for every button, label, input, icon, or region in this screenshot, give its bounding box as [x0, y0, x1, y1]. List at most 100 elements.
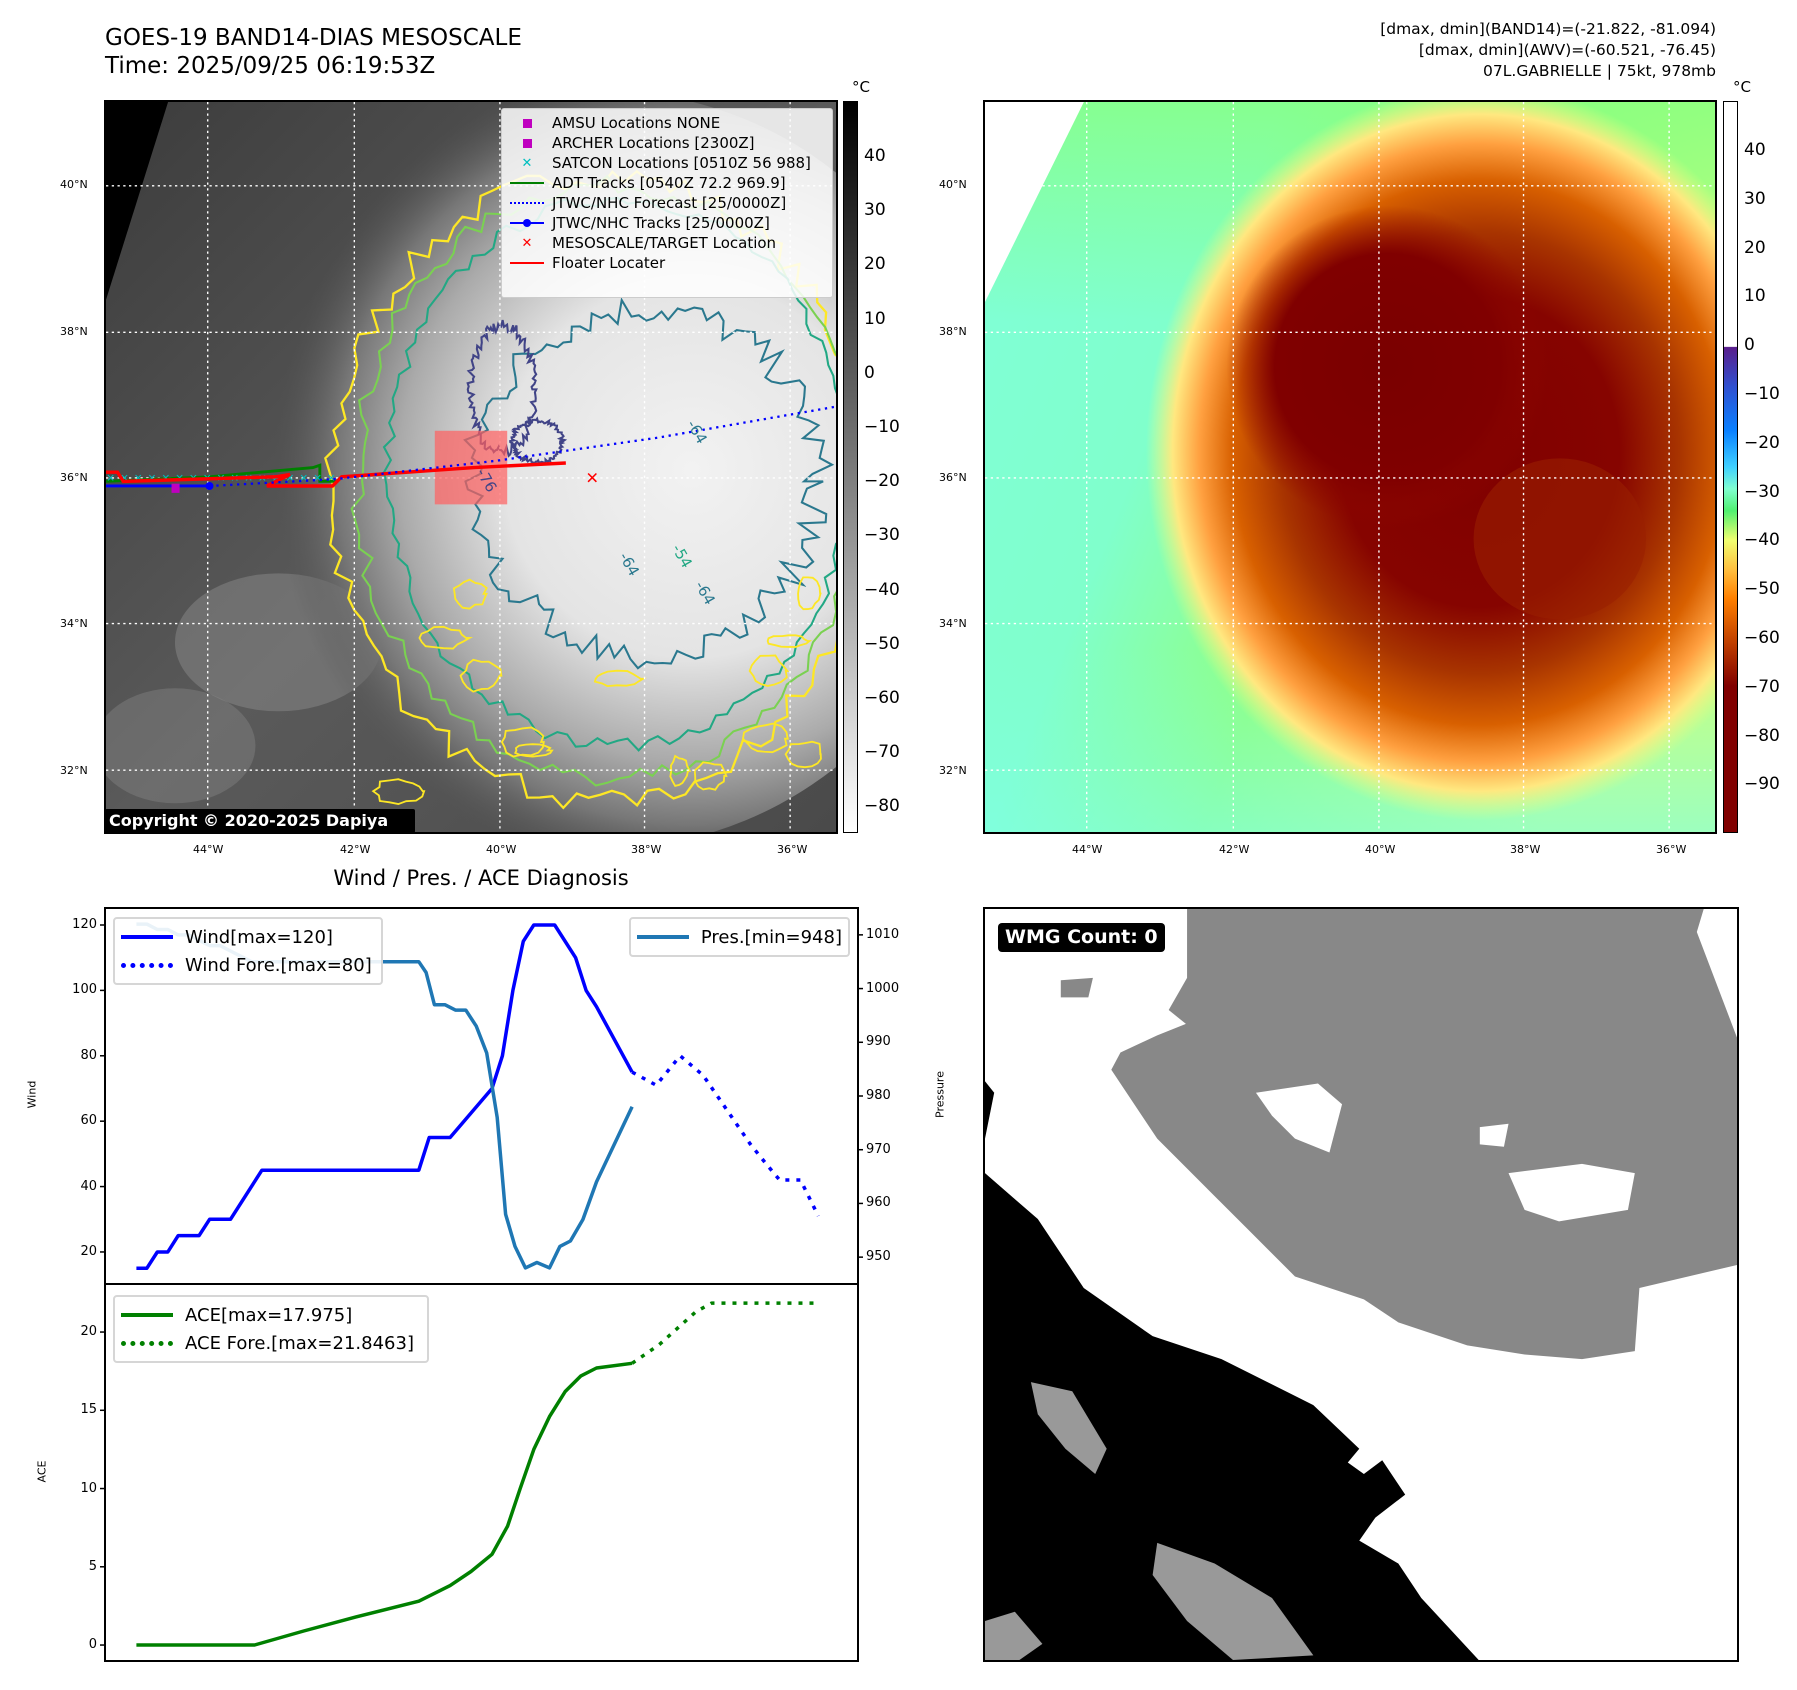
solid-line-icon	[502, 261, 552, 265]
temperature-contour	[418, 625, 473, 650]
colorbar-tick-label: −10	[864, 417, 900, 437]
wmg-black-region	[985, 1173, 1479, 1660]
left-colorbar	[843, 101, 858, 833]
satcon-marker: ✕	[313, 472, 322, 484]
colorbar-tick-label: −60	[864, 688, 900, 708]
y2-tick-label: 1010	[866, 926, 900, 942]
legend-item: ACE[max=17.975]	[121, 1301, 421, 1329]
storm-info: 07L.GABRIELLE | 75kt, 978mb	[1483, 62, 1716, 80]
satcon-marker: ✕	[286, 472, 295, 484]
legend-item: ADT Tracks [0540Z 72.2 969.9]	[502, 173, 832, 193]
wmg-gray-patch	[1152, 1542, 1314, 1660]
y-tick-label: 80	[80, 1047, 97, 1063]
colorbar-tick-label: −20	[864, 471, 900, 492]
y-tick-label: 120	[72, 917, 97, 932]
temperature-contour	[593, 669, 647, 688]
colorbar-tick-label: 30	[1744, 188, 1766, 209]
latitude-label: 34°N	[939, 617, 967, 630]
colorbar-tick-label: 0	[864, 362, 875, 383]
x-marker-icon: ✕	[521, 235, 533, 251]
colorbar-tick-label: 40	[1744, 140, 1766, 160]
y2-tick-label: 970	[866, 1141, 891, 1157]
wmg-gray-patch	[985, 1611, 1043, 1660]
satcon-marker: ✕	[299, 472, 308, 484]
temperature-contour	[784, 740, 822, 769]
y2-tick-label: 950	[866, 1249, 891, 1265]
colorbar-tick-label: −50	[1744, 579, 1780, 600]
mesoscale-target-marker: ✕	[586, 469, 599, 488]
colorbar-tick-label: −50	[864, 633, 900, 654]
satcon-marker: ✕	[148, 472, 157, 484]
solid-line-icon	[121, 935, 173, 939]
enhanced-ir-map	[983, 100, 1717, 834]
longitude-label: 36°W	[777, 843, 808, 856]
temperature-contour	[669, 754, 692, 787]
legend-label: Pres.[min=948]	[700, 926, 842, 948]
square-marker-icon	[502, 138, 552, 148]
wmg-panel	[983, 907, 1739, 1662]
wmg-gray-patch	[1060, 977, 1093, 998]
band14-range: [dmax, dmin](BAND14)=(-21.822, -81.094)	[1380, 20, 1716, 38]
legend-label: SATCON Locations [0510Z 56 988]	[552, 154, 811, 172]
legend-item: ARCHER Locations [2300Z]	[502, 133, 832, 153]
left-colorbar-unit: °C	[852, 78, 870, 96]
legend-label: ACE Fore.[max=21.8463]	[185, 1332, 414, 1354]
latitude-label: 32°N	[60, 764, 88, 777]
dotted-line-icon	[502, 202, 552, 204]
solid-line-icon	[637, 935, 689, 939]
legend-label: AMSU Locations NONE	[552, 114, 721, 132]
figure-title: GOES-19 BAND14-DIAS MESOSCALE	[105, 25, 522, 51]
y2-tick-label: 990	[866, 1034, 891, 1050]
secondary-cold-area	[1473, 458, 1647, 620]
legend-label: Wind Fore.[max=80]	[185, 954, 372, 976]
line-dot-icon	[502, 218, 552, 227]
satcon-marker: ✕	[106, 472, 115, 484]
ir-satellite-map: ✕ ✕ ✕ ✕ ✕ ✕ ✕ ✕ ✕ ✕ ✕ ✕ ✕ ✕ ✕ ✕ ✕ ✕ -64 -76 -64 -54 -64 …	[104, 100, 838, 834]
colorbar-tick-label: −40	[1744, 530, 1780, 551]
latitude-label: 32°N	[939, 764, 967, 777]
wmg-white-hole	[1479, 1123, 1509, 1147]
y-tick-label: 0	[88, 1637, 97, 1653]
colorbar-tick-label: −90	[1744, 774, 1780, 795]
series-line-ace-fore	[631, 1301, 819, 1365]
colorbar-tick-label: −40	[864, 579, 900, 600]
map-legend: AMSU Locations NONE ARCHER Locations [230…	[501, 108, 833, 298]
longitude-label: 44°W	[193, 843, 224, 856]
chart-panel-frame	[104, 1283, 859, 1662]
temperature-contour	[748, 654, 790, 687]
longitude-label: 44°W	[1072, 843, 1103, 856]
no-data-region	[106, 102, 169, 300]
y-tick-label: 10	[80, 1480, 97, 1496]
legend-label: MESOSCALE/TARGET Location	[552, 234, 777, 252]
wmg-gray-region	[1111, 909, 1737, 1360]
latitude-label: 40°N	[939, 178, 967, 191]
legend-item: ACE Fore.[max=21.8463]	[121, 1329, 421, 1357]
chart-legend: Pres.[min=948]	[629, 917, 850, 957]
colorbar-tick-label: 0	[1744, 335, 1755, 356]
enhanced-ir-canvas	[985, 102, 1715, 832]
chart-legend: ACE[max=17.975] ACE Fore.[max=21.8463]	[113, 1295, 429, 1363]
legend-item: ✕ SATCON Locations [0510Z 56 988]	[502, 153, 832, 173]
latitude-label: 36°N	[60, 471, 88, 484]
temperature-contour	[693, 761, 728, 791]
jtwc-nhc-forecast-line	[209, 405, 836, 488]
temperature-contour	[466, 319, 538, 458]
copyright-label: Copyright © 2020-2025 Dapiya	[105, 809, 415, 833]
temperature-contour	[797, 576, 822, 611]
y-tick-label: 60	[80, 1113, 97, 1129]
floater-locater-line	[106, 461, 566, 488]
longitude-label: 36°W	[1656, 843, 1687, 856]
legend-label: ADT Tracks [0540Z 72.2 969.9]	[552, 174, 786, 192]
colorbar-tick-label: −30	[864, 525, 900, 546]
temperature-contour	[509, 415, 568, 466]
wmg-gray-patch	[1030, 1382, 1107, 1474]
latitude-label: 36°N	[939, 471, 967, 484]
temperature-contour	[459, 658, 503, 693]
legend-item: Floater Locater	[502, 253, 832, 273]
colorbar-tick-label: −20	[1744, 432, 1780, 453]
latitude-label: 34°N	[60, 617, 88, 630]
dotted-line-icon	[121, 1340, 173, 1346]
archer-location-marker	[171, 483, 180, 493]
y-tick-label: 20	[80, 1243, 97, 1259]
right-colorbar	[1723, 101, 1738, 833]
